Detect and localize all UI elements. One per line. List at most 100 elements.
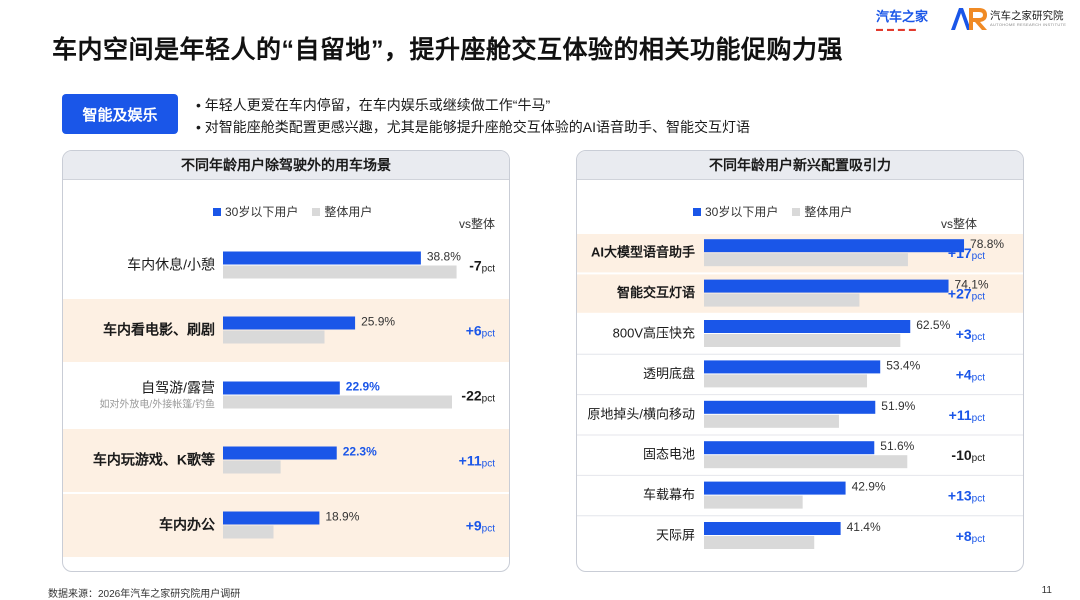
bar-young (704, 320, 911, 333)
bar-overall (704, 253, 908, 267)
category-label-line: 800V高压快充 (613, 326, 695, 341)
bar-overall (704, 334, 901, 347)
category-label: 车内玩游戏、K歌等 (93, 452, 215, 468)
category-label: 智能交互灯语 (617, 285, 695, 300)
data-label: 42.9% (852, 480, 886, 494)
bullet-item: • 年轻人更爱在车内停留，在车内娱乐或继续做工作“牛马” (196, 97, 551, 113)
bar-young (223, 316, 356, 330)
category-label: 透明底盘 (643, 366, 695, 381)
bar-overall (704, 455, 908, 469)
category-label: 自驾游/露营 (141, 379, 215, 395)
row-highlight (63, 429, 509, 492)
chart-title: 不同年龄用户新兴配置吸引力 (577, 151, 1023, 180)
delta-unit: pct (482, 329, 496, 340)
delta-label: +3pct (956, 326, 986, 343)
legend-item-young: 30岁以下用户 (693, 203, 778, 220)
bar-young (704, 522, 841, 535)
category-label: 车内休息/小憩 (127, 257, 215, 273)
category-label-line: 自驾游/露营 (141, 379, 215, 395)
data-label: 51.6% (880, 439, 914, 453)
delta-unit: pct (482, 394, 496, 405)
delta-unit: pct (972, 372, 986, 383)
data-label: 53.4% (886, 358, 920, 372)
category-label-line: 车内办公 (159, 517, 215, 533)
category-label: 车内办公 (159, 517, 215, 533)
research-institute-en: AUTOHOME RESEARCH INSTITUTE (990, 22, 1067, 27)
data-label: 38.8% (427, 250, 461, 264)
category-label-line: 原地掉头/横向移动 (587, 406, 695, 421)
category-label-line: 车内看电影、刷剧 (103, 322, 215, 338)
delta-label: +8pct (956, 528, 986, 545)
category-label-line: 天际屏 (656, 528, 695, 543)
bar-overall (223, 265, 457, 279)
row-highlight (63, 494, 509, 557)
data-source: 数据来源：2026年汽车之家研究院用户调研 (48, 589, 241, 600)
delta-label: +11pct (949, 407, 986, 424)
bar-overall (704, 536, 815, 549)
legend-swatch-overall (312, 208, 321, 216)
delta-unit: pct (972, 251, 986, 262)
legend-swatch-young (213, 208, 221, 216)
delta-label: -7pct (469, 258, 495, 275)
bar-overall (704, 293, 860, 307)
research-institute-logo: 汽车之家研究院 AUTOHOME RESEARCH INSTITUTE (950, 6, 1075, 32)
category-label-line: 车载幕布 (643, 487, 695, 502)
bar-young (704, 441, 875, 455)
chart-panel-emerging-features: 不同年龄用户新兴配置吸引力 30岁以下用户 整体用户 vs整体 AI大模型语音助… (576, 150, 1024, 572)
bar-young (223, 251, 421, 265)
category-label-line: 透明底盘 (643, 366, 695, 381)
delta-unit: pct (482, 524, 496, 535)
bar-young (704, 481, 846, 495)
delta-unit: pct (972, 413, 986, 424)
data-label: 25.9% (361, 315, 395, 329)
data-label: 22.9% (346, 380, 380, 394)
delta-label: +4pct (956, 366, 986, 383)
ar-mark-icon (951, 8, 987, 30)
delta-header: vs整体 (459, 217, 496, 231)
delta-label: -22pct (461, 388, 495, 405)
delta-header: vs整体 (941, 217, 978, 231)
bar-chart-emerging-features: AI大模型语音助手78.8%+17pct智能交互灯语74.1%+27pct800… (577, 234, 1023, 549)
category-tag: 智能及娱乐 (62, 94, 178, 134)
category-label: 车载幕布 (643, 487, 695, 502)
bar-overall (704, 495, 803, 509)
data-label: 22.3% (343, 445, 377, 459)
delta-label: +13pct (948, 488, 985, 505)
category-label: AI大模型语音助手 (591, 245, 695, 260)
autohome-logo-text: 汽车之家 (876, 9, 929, 24)
data-label: 18.9% (325, 510, 359, 524)
research-institute-name: 汽车之家研究院 (990, 10, 1064, 22)
bullet-list: • 年轻人更爱在车内停留，在车内娱乐或继续做工作“牛马” • 对智能座舱类配置更… (196, 94, 750, 138)
data-label: 78.8% (970, 237, 1004, 251)
bar-young (704, 360, 881, 374)
bar-young (704, 239, 965, 253)
bar-young (704, 400, 876, 414)
legend-swatch-overall (792, 208, 801, 216)
legend-swatch-young (693, 208, 701, 216)
delta-unit: pct (972, 494, 986, 505)
delta-unit: pct (482, 459, 496, 470)
data-label: 51.9% (881, 399, 915, 413)
category-label: 原地掉头/横向移动 (587, 406, 695, 421)
page-number: 11 (1041, 585, 1052, 596)
data-label: 74.1% (955, 278, 989, 292)
delta-unit: pct (482, 264, 496, 275)
bar-young (223, 511, 320, 525)
data-label: 62.5% (916, 318, 950, 332)
delta-unit: pct (972, 453, 986, 464)
bar-overall (223, 395, 452, 409)
delta-unit: pct (972, 332, 986, 343)
category-label: 800V高压快充 (613, 326, 695, 341)
category-label-line: 车内休息/小憩 (127, 257, 215, 273)
delta-unit: pct (972, 534, 986, 545)
category-label: 天际屏 (656, 528, 695, 543)
bar-overall (704, 414, 839, 428)
legend-item-young: 30岁以下用户 (213, 203, 298, 220)
category-note: 如对外放电/外接帐篷/钓鱼 (99, 397, 215, 410)
chart-legend: 30岁以下用户 整体用户 (693, 203, 852, 220)
bar-young (223, 381, 340, 395)
bar-young (223, 446, 337, 460)
bar-overall (223, 525, 274, 539)
category-label: 车内看电影、刷剧 (103, 322, 215, 338)
